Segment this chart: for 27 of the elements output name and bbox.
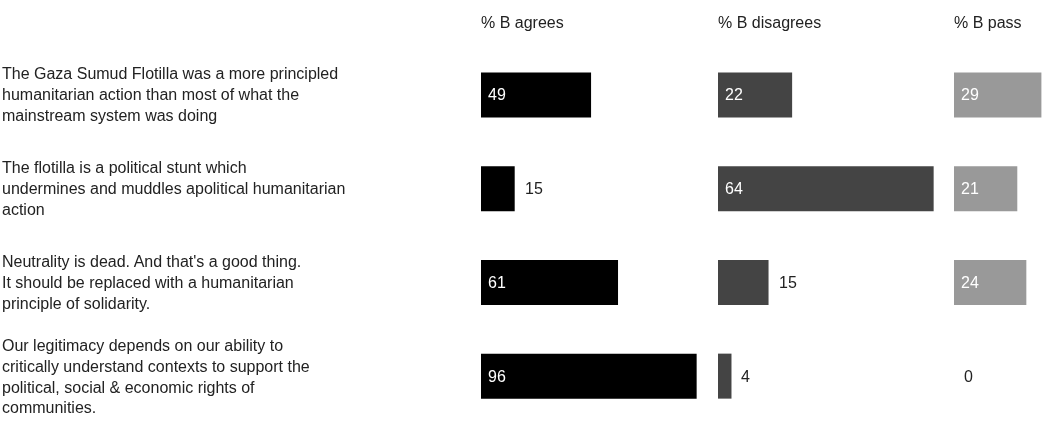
y-tick-label: Our legitimacy depends on our ability to critically understand contexts to support the political, social & economic rights of communities.	[2, 337, 310, 417]
chart-title: % B pass	[954, 13, 1022, 31]
y-tick-label: Neutrality is dead. And that's a good thing. It should be replaced with a humanitarian principle of solidarity.	[2, 253, 302, 312]
y-tick-label: The Gaza Sumud Flotilla was a more principled humanitarian action than most of what the mainstream system was doing	[2, 65, 339, 124]
data-label: 0	[964, 368, 973, 385]
chart-title: % B agrees	[481, 13, 564, 31]
bar	[718, 166, 934, 212]
bar	[481, 259, 619, 305]
data-label: 64	[725, 180, 743, 197]
data-label: 49	[488, 86, 506, 103]
data-label: 24	[961, 274, 979, 291]
data-label: 4	[741, 368, 750, 385]
data-label: 21	[961, 180, 979, 197]
data-label: 15	[779, 274, 797, 291]
bar	[718, 259, 769, 305]
data-label: 61	[488, 274, 506, 291]
bar	[718, 72, 793, 118]
bar	[481, 166, 515, 212]
data-label: 15	[525, 180, 543, 197]
data-label: 22	[725, 86, 743, 103]
bar	[718, 353, 732, 399]
chart-title: % B disagrees	[718, 13, 822, 31]
bar	[481, 353, 697, 399]
bar	[481, 72, 592, 118]
data-label: 29	[961, 86, 979, 103]
y-tick-label: The flotilla is a political stunt which undermines and muddles apolitical humanitarian action	[2, 159, 346, 218]
data-label: 96	[488, 368, 506, 385]
